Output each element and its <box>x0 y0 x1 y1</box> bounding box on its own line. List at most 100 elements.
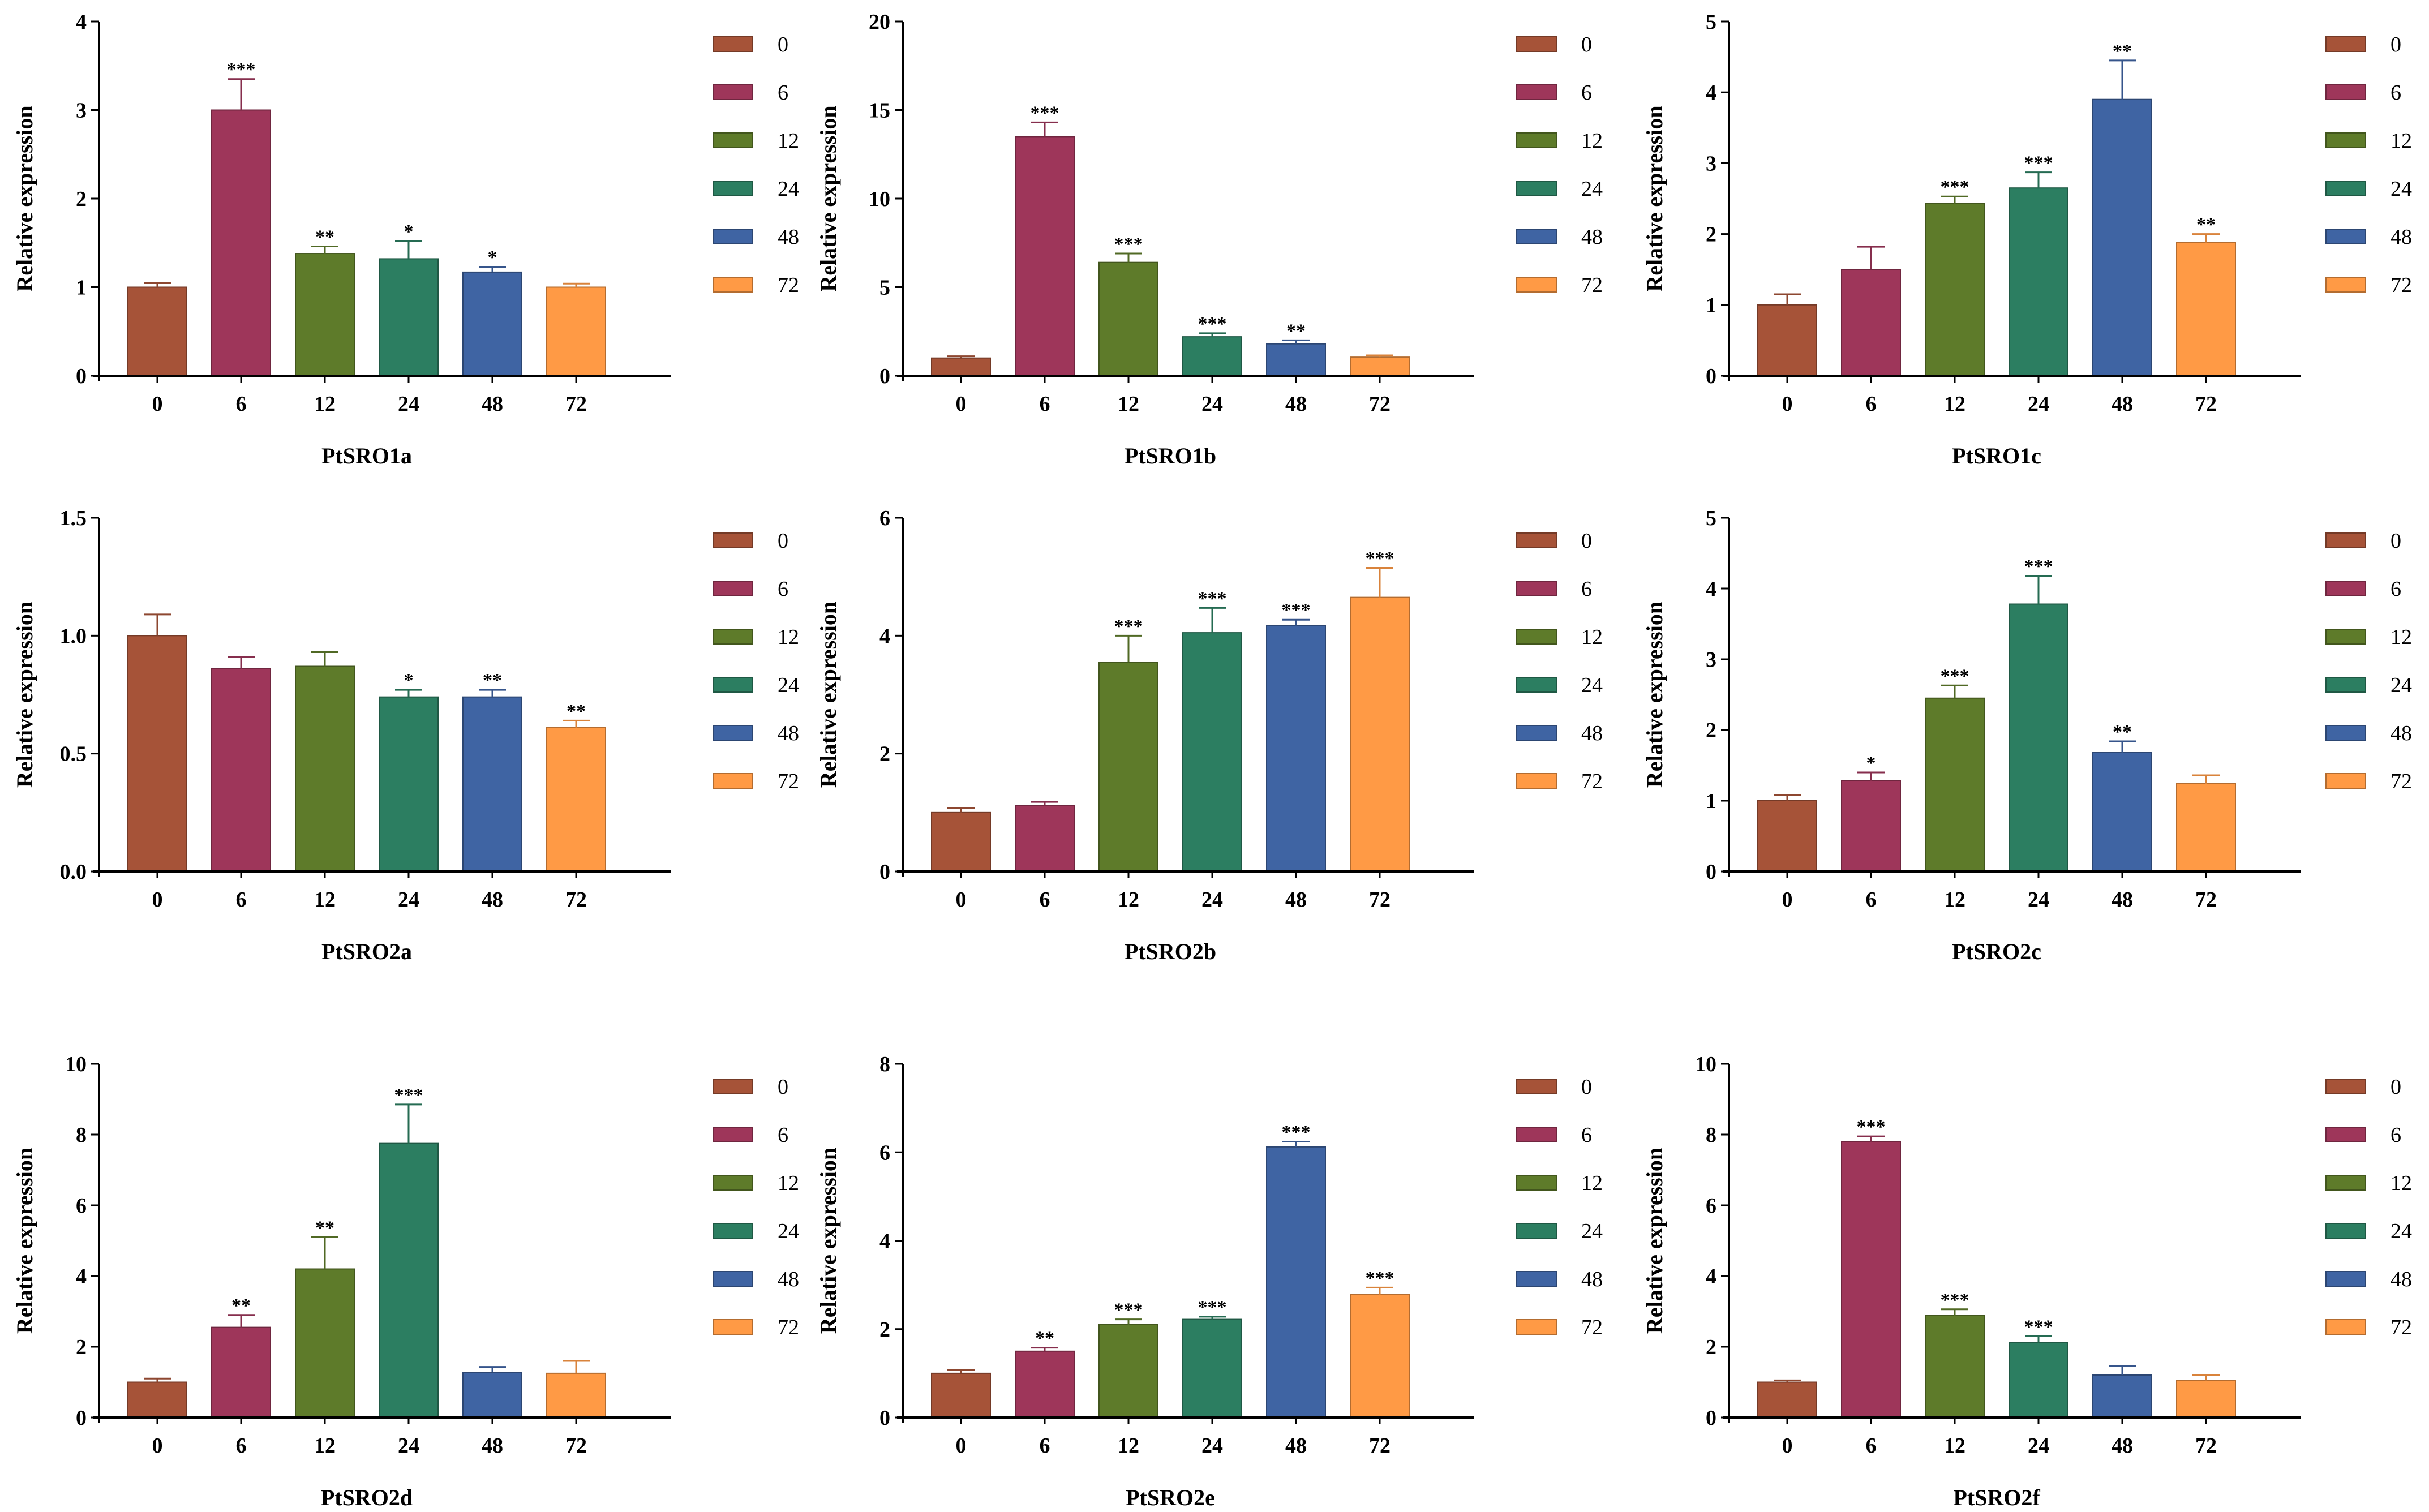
y-tick-label: 6 <box>76 1194 87 1218</box>
y-tick-label: 1 <box>76 276 87 300</box>
legend-swatch-72 <box>2326 277 2366 292</box>
legend-label-6: 6 <box>2391 1123 2401 1147</box>
legend-swatch-24 <box>1517 1223 1556 1238</box>
legend: 0 6 12 24 48 72 <box>713 529 799 793</box>
legend-swatch-72 <box>713 1320 753 1334</box>
bar-12 <box>1099 263 1158 376</box>
legend-swatch-12 <box>2326 1175 2366 1190</box>
x-tick-label: 12 <box>1944 1434 1965 1458</box>
legend: 0 6 12 24 48 72 <box>713 1075 799 1339</box>
figure-canvas: 0***6**12*24*48 7201234Relative expressio… <box>0 0 2429 1512</box>
bar-0 <box>932 1373 990 1418</box>
y-tick-label: 4 <box>76 1265 87 1288</box>
legend-swatch-0 <box>2326 533 2366 548</box>
legend: 0 6 12 24 48 72 <box>2326 1075 2412 1339</box>
bar-24 <box>2009 604 2068 872</box>
legend-swatch-48 <box>713 725 753 740</box>
legend-label-48: 48 <box>1581 225 1603 249</box>
legend-swatch-48 <box>713 1272 753 1286</box>
legend-swatch-6 <box>1517 1127 1556 1142</box>
x-tick-label: 48 <box>2112 392 2133 416</box>
x-tick-label: 0 <box>956 888 967 912</box>
legend-label-12: 12 <box>2391 625 2412 649</box>
x-tick-label: 72 <box>1369 888 1391 912</box>
y-tick-label: 0 <box>879 364 890 388</box>
panel-ptsro2d: 0**6**12***24 48 720246810Relative express… <box>12 1053 799 1510</box>
y-tick-label: 4 <box>1706 577 1716 601</box>
error-bar-6 <box>228 79 255 110</box>
y-tick-label: 1 <box>1706 789 1716 813</box>
error-bar-72 <box>2192 775 2220 784</box>
bar-72 <box>547 1373 606 1418</box>
legend-label-0: 0 <box>778 33 788 57</box>
legend-label-12: 12 <box>1581 129 1603 153</box>
x-tick-label: 24 <box>1201 888 1223 912</box>
y-axis-label: Relative expression <box>816 602 841 788</box>
legend-label-72: 72 <box>778 273 799 297</box>
significance-label: ** <box>231 1295 251 1316</box>
legend-label-48: 48 <box>778 721 799 745</box>
y-tick-label: 2 <box>1706 719 1716 742</box>
error-bar-6 <box>1857 772 1885 781</box>
y-tick-label: 10 <box>1695 1053 1716 1076</box>
legend-swatch-24 <box>1517 181 1556 196</box>
legend-swatch-0 <box>713 533 753 548</box>
x-tick-label: 72 <box>1369 392 1391 416</box>
y-tick-label: 6 <box>1706 1194 1716 1218</box>
y-tick-label: 0 <box>1706 1406 1716 1430</box>
y-tick-label: 1.0 <box>60 624 87 648</box>
x-tick-label: 24 <box>398 392 419 416</box>
y-tick-label: 4 <box>879 1230 890 1253</box>
bar-48 <box>2093 753 2152 871</box>
bar-12 <box>295 254 354 376</box>
y-tick-label: 1.5 <box>60 506 87 530</box>
x-tick-label: 24 <box>398 888 419 912</box>
panel-ptsro1a: 0***6**12*24*48 7201234Relative expressio… <box>12 10 799 469</box>
legend-swatch-72 <box>1517 1320 1556 1334</box>
legend-label-6: 6 <box>778 81 788 105</box>
legend-label-0: 0 <box>778 529 788 553</box>
significance-label: ** <box>315 1217 334 1238</box>
y-tick-label: 5 <box>1706 10 1716 34</box>
legend-swatch-6 <box>713 581 753 596</box>
x-tick-label: 0 <box>956 392 967 416</box>
significance-label: ** <box>2113 721 2132 742</box>
error-bar-6 <box>1857 247 1885 269</box>
significance-label: * <box>1866 753 1876 774</box>
bar-12 <box>295 1269 354 1418</box>
panel-ptsro2a: 0 6 12*24**48**720.00.51.01.5Relative expr… <box>12 506 799 964</box>
significance-label: ** <box>1286 320 1306 341</box>
error-bar-24 <box>1199 608 1226 633</box>
legend-label-6: 6 <box>1581 577 1592 601</box>
legend-label-12: 12 <box>778 129 799 153</box>
x-tick-label: 12 <box>1118 1434 1139 1458</box>
y-tick-label: 0 <box>879 860 890 884</box>
bar-72 <box>1350 598 1409 871</box>
x-tick-label: 12 <box>1118 888 1139 912</box>
legend-label-48: 48 <box>2391 721 2412 745</box>
legend-label-24: 24 <box>778 1219 799 1243</box>
error-bar-12 <box>1941 685 1968 698</box>
legend-swatch-24 <box>713 1223 753 1238</box>
bar-24 <box>379 1144 438 1418</box>
legend-swatch-6 <box>713 1127 753 1142</box>
x-tick-label: 24 <box>1201 1434 1223 1458</box>
x-tick-label: 6 <box>236 392 247 416</box>
legend-swatch-24 <box>1517 677 1556 692</box>
legend: 0 6 12 24 48 72 <box>2326 33 2412 297</box>
legend-label-24: 24 <box>1581 1219 1603 1243</box>
significance-label: *** <box>1198 313 1227 334</box>
x-tick-label: 0 <box>1782 392 1793 416</box>
significance-label: *** <box>1031 102 1059 123</box>
y-axis-label: Relative expression <box>12 1148 37 1334</box>
error-bar-12 <box>1115 635 1142 662</box>
significance-label: *** <box>1198 588 1227 609</box>
significance-label: *** <box>1282 1122 1311 1143</box>
y-tick-label: 5 <box>879 276 890 300</box>
bar-6 <box>1015 805 1074 871</box>
y-tick-label: 4 <box>1706 1265 1716 1288</box>
x-tick-label: 24 <box>2028 1434 2049 1458</box>
legend-label-48: 48 <box>1581 1268 1603 1291</box>
legend-swatch-0 <box>713 37 753 51</box>
legend-label-12: 12 <box>1581 1171 1603 1195</box>
